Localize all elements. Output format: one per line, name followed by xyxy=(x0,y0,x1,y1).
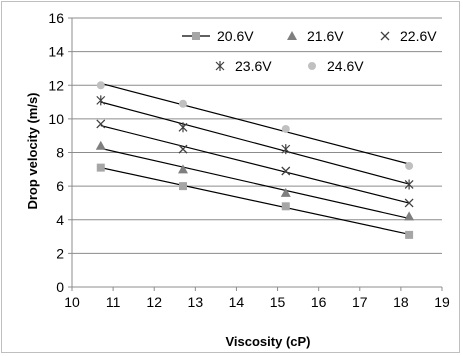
x-tick-label: 14 xyxy=(229,294,245,310)
data-point-20.6V xyxy=(179,182,187,191)
data-point-23.6V xyxy=(96,95,106,106)
legend-entry-21.6V: 21.6V xyxy=(287,28,344,44)
data-point-24.6V xyxy=(405,161,414,170)
x-tick-label: 15 xyxy=(270,294,286,310)
y-tick-label: 12 xyxy=(48,77,64,93)
marks-layer xyxy=(95,81,415,239)
x-tick-label: 18 xyxy=(393,294,409,310)
data-point-21.6V xyxy=(95,140,106,150)
legend-marker-23.6V xyxy=(215,61,225,71)
x-tick-label: 16 xyxy=(311,294,327,310)
y-tick-label: 6 xyxy=(56,178,64,194)
data-point-24.6V xyxy=(179,99,187,108)
trendline-20.6V xyxy=(100,167,410,235)
data-point-23.6V xyxy=(178,122,188,133)
data-point-21.6V xyxy=(178,164,188,174)
y-axis-title: Drop velocity (m/s) xyxy=(25,92,40,209)
trendline-layer xyxy=(100,82,410,235)
data-point-20.6V xyxy=(281,202,290,211)
y-tick-label: 4 xyxy=(56,212,64,228)
legend-entry-20.6V: 20.6V xyxy=(182,28,254,44)
trendline-22.6V xyxy=(100,125,410,204)
legend-label: 22.6V xyxy=(400,28,437,44)
grid-layer xyxy=(72,17,442,254)
legend-marker-24.6V xyxy=(308,62,316,70)
y-tick-label: 14 xyxy=(48,44,64,60)
data-point-22.6V xyxy=(178,144,188,154)
data-point-22.6V xyxy=(96,119,106,129)
legend-marker-21.6V xyxy=(287,31,297,40)
data-point-20.6V xyxy=(96,163,105,172)
x-tick-label: 11 xyxy=(106,294,121,310)
x-tick-label: 12 xyxy=(146,294,162,310)
data-point-21.6V xyxy=(404,211,415,221)
x-tick-label: 17 xyxy=(352,294,368,310)
data-point-23.6V xyxy=(281,144,291,155)
x-tick-label: 10 xyxy=(64,294,80,310)
x-tick-label: 13 xyxy=(188,294,204,310)
data-point-23.6V xyxy=(404,179,414,190)
legend-label: 24.6V xyxy=(327,58,364,74)
y-tick-label: 10 xyxy=(48,111,64,127)
data-point-24.6V xyxy=(96,81,105,90)
legend-marker-22.6V xyxy=(380,31,390,41)
trendline-21.6V xyxy=(100,147,410,220)
legend-entry-24.6V: 24.6V xyxy=(308,58,364,74)
legend-label: 20.6V xyxy=(217,28,254,44)
x-axis-title: Viscosity (cP) xyxy=(225,334,310,349)
data-point-20.6V xyxy=(405,230,414,239)
data-point-24.6V xyxy=(281,124,290,133)
data-point-22.6V xyxy=(404,198,414,208)
y-tick-label: 2 xyxy=(56,245,64,261)
legend-label: 21.6V xyxy=(307,28,344,44)
legend-marker-20.6V xyxy=(192,32,200,40)
legend-label: 23.6V xyxy=(235,58,272,74)
data-point-21.6V xyxy=(280,187,291,197)
y-tick-label: 8 xyxy=(56,145,64,161)
trendline-24.6V xyxy=(100,82,410,165)
legend-entry-23.6V: 23.6V xyxy=(215,58,272,74)
legend-entry-22.6V: 22.6V xyxy=(380,28,437,44)
axes-layer: 0 2 4 6 8 10 12 14 16 10 11 12 13 14 15 16 17 18 19 xyxy=(48,10,450,310)
trendline-23.6V xyxy=(100,101,410,185)
y-tick-label: 0 xyxy=(56,279,64,295)
y-tick-label: 16 xyxy=(48,10,64,26)
x-tick-label: 19 xyxy=(434,294,450,310)
data-point-22.6V xyxy=(281,166,291,176)
legend: 20.6V 21.6V 22.6V 23.6V 24.6V xyxy=(182,28,437,74)
